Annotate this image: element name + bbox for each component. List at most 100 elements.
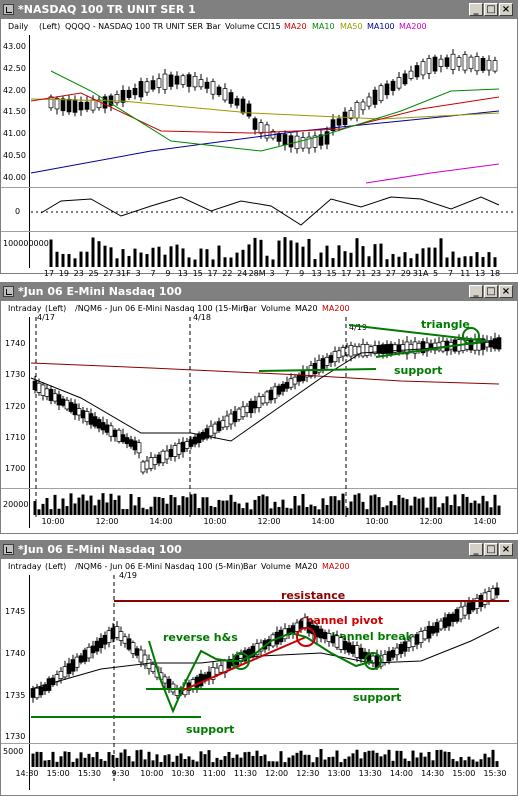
price-bar xyxy=(224,415,230,428)
ma200-label: MA200 xyxy=(399,22,427,31)
volume-bar xyxy=(159,762,163,767)
price-bar xyxy=(340,347,346,357)
maximize-button[interactable]: □ xyxy=(484,3,498,16)
volume-bar xyxy=(441,503,445,515)
volume-scale-label: 20000 xyxy=(3,500,29,509)
price-bar xyxy=(480,58,486,71)
volume-bar xyxy=(211,259,215,267)
volume-bar xyxy=(179,753,183,767)
window-nq-5min: *Jun 06 E-Mini Nasdaq 100 _ □ × Intraday… xyxy=(0,540,518,796)
price-label: 40.00 xyxy=(3,173,26,182)
volume-bar xyxy=(171,761,175,767)
symbol-label: /NQM6 - Jun 06 E-Mini Nasdaq 100 (15-Min… xyxy=(75,304,249,313)
price-bar xyxy=(106,630,112,643)
pane-divider[interactable] xyxy=(1,488,517,489)
time-axis-label: 12:30 xyxy=(296,769,320,778)
time-axis-label: 21 xyxy=(356,269,367,278)
chart-window-icon[interactable] xyxy=(3,544,14,555)
chart-window-icon[interactable] xyxy=(3,4,14,15)
minimize-button[interactable]: _ xyxy=(469,543,483,556)
price-bar xyxy=(58,671,64,679)
volume-bar xyxy=(467,756,471,767)
cci-line xyxy=(40,196,500,226)
title-bar[interactable]: *Jun 06 E-Mini Nasdaq 100 _ □ × xyxy=(1,283,517,301)
intraday-15min-chart[interactable] xyxy=(1,283,517,533)
pane-divider[interactable] xyxy=(1,187,517,188)
price-bar xyxy=(438,58,444,67)
volume-bar xyxy=(253,499,257,515)
volume-bar xyxy=(295,242,299,267)
price-bar xyxy=(336,118,342,126)
maximize-button[interactable]: □ xyxy=(484,285,498,298)
price-bar xyxy=(458,606,464,620)
price-bar xyxy=(226,660,232,669)
window-title: *Jun 06 E-Mini Nasdaq 100 xyxy=(18,285,182,298)
volume-bar xyxy=(369,495,373,515)
volume-bar xyxy=(409,258,413,267)
volume-bar xyxy=(121,249,125,267)
price-bar xyxy=(248,400,254,414)
volume-bar xyxy=(133,248,137,267)
time-axis-label: 23 xyxy=(73,269,84,278)
price-bar xyxy=(72,99,78,113)
title-bar[interactable]: *NASDAQ 100 TR UNIT SER 1 _ □ × xyxy=(1,1,517,19)
price-bar xyxy=(184,441,190,449)
close-button[interactable]: × xyxy=(499,543,513,556)
price-bar xyxy=(418,631,424,643)
price-bar xyxy=(220,420,226,428)
volume-bar xyxy=(401,497,405,515)
pane-divider[interactable] xyxy=(1,231,517,232)
volume-bar xyxy=(155,754,159,767)
volume-bar xyxy=(245,502,249,515)
time-axis-label: 23 xyxy=(370,269,382,278)
price-bar xyxy=(268,389,274,401)
volume-bar xyxy=(111,754,115,767)
support-annotation: support xyxy=(186,723,235,736)
time-axis-label: 27 xyxy=(103,269,114,278)
intraday-5min-chart[interactable] xyxy=(1,541,517,795)
minimize-button[interactable]: _ xyxy=(469,285,483,298)
price-bar xyxy=(78,101,84,111)
minimize-button[interactable]: _ xyxy=(469,3,483,16)
volume-bar xyxy=(151,760,155,767)
volume-bar xyxy=(445,496,449,515)
title-bar[interactable]: *Jun 06 E-Mini Nasdaq 100 _ □ × xyxy=(1,541,517,559)
price-bar xyxy=(144,460,150,470)
maximize-button[interactable]: □ xyxy=(484,543,498,556)
price-bar xyxy=(468,56,474,70)
volume-bar xyxy=(419,752,423,767)
volume-bar xyxy=(349,501,353,515)
time-axis-label: 19 xyxy=(58,269,69,278)
volume-bar xyxy=(115,258,119,267)
price-bar xyxy=(380,344,386,354)
volume-bar xyxy=(397,494,401,515)
volume-bar xyxy=(169,494,173,515)
volume-bar xyxy=(379,243,383,267)
close-button[interactable]: × xyxy=(499,285,513,298)
price-bar xyxy=(80,410,86,419)
chart-window-icon[interactable] xyxy=(3,286,14,297)
volume-bar xyxy=(103,245,107,267)
ma50-label: MA50 xyxy=(340,22,363,31)
price-bar xyxy=(48,389,54,401)
price-bar xyxy=(194,676,200,688)
volume-bar xyxy=(173,497,177,515)
pane-divider[interactable] xyxy=(1,743,517,744)
price-bar xyxy=(272,386,278,399)
volume-bar xyxy=(207,750,211,767)
price-bar xyxy=(450,53,456,70)
price-bar xyxy=(84,411,90,423)
volume-bar xyxy=(283,237,287,267)
daily-price-chart[interactable] xyxy=(1,1,517,273)
volume-bar xyxy=(425,507,429,515)
price-bar xyxy=(430,626,436,634)
volume-bar xyxy=(83,757,87,767)
price-bar xyxy=(82,649,88,662)
channel-line xyxy=(180,636,307,692)
volume-bar xyxy=(175,755,179,767)
volume-bar xyxy=(267,761,271,767)
volume-bar xyxy=(143,759,147,767)
price-bar xyxy=(264,391,270,404)
close-button[interactable]: × xyxy=(499,3,513,16)
volume-bar xyxy=(279,751,283,767)
